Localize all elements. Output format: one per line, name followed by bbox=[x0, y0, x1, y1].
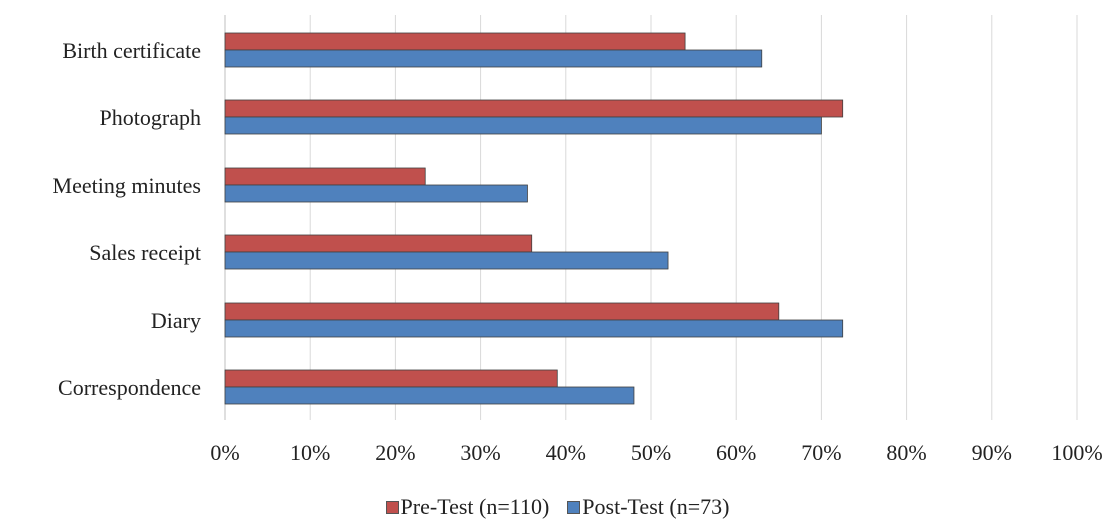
category-label: Meeting minutes bbox=[53, 173, 201, 198]
bars bbox=[224, 32, 844, 405]
bar-post-test bbox=[224, 319, 844, 338]
x-tick-label: 0% bbox=[210, 440, 239, 465]
x-tick-label: 100% bbox=[1051, 440, 1102, 465]
bar-post-test bbox=[224, 386, 635, 405]
x-tick-label: 60% bbox=[716, 440, 756, 465]
legend-swatch-post bbox=[567, 500, 581, 514]
x-tick-labels: 0% 10% 20% 30% 40% 50% 60% 70% 80% 90% 100% bbox=[210, 440, 1102, 465]
category-label: Correspondence bbox=[58, 375, 201, 400]
category-label: Photograph bbox=[100, 105, 201, 130]
gridlines bbox=[224, 15, 1078, 420]
x-tick-label: 30% bbox=[460, 440, 500, 465]
x-tick-label: 40% bbox=[546, 440, 586, 465]
bar-pre-test bbox=[224, 99, 844, 118]
bar-post-test bbox=[224, 116, 822, 135]
bar-post-test bbox=[224, 49, 763, 68]
bar-pre-test bbox=[224, 167, 426, 186]
legend-swatch-pre bbox=[385, 500, 399, 514]
x-tick-label: 70% bbox=[801, 440, 841, 465]
bar-post-test bbox=[224, 184, 528, 203]
category-label: Sales receipt bbox=[89, 240, 201, 265]
x-tick-label: 20% bbox=[375, 440, 415, 465]
legend-item-pre: Pre-Test (n=110) bbox=[385, 494, 550, 520]
bar-pre-test bbox=[224, 302, 780, 321]
category-label: Diary bbox=[151, 308, 201, 333]
category-label: Birth certificate bbox=[62, 38, 201, 63]
legend-label-post: Post-Test (n=73) bbox=[582, 494, 730, 519]
legend-label-pre: Pre-Test (n=110) bbox=[400, 494, 550, 519]
x-tick-label: 10% bbox=[290, 440, 330, 465]
category-labels: Birth certificate Photograph Meeting minut… bbox=[53, 38, 201, 400]
x-tick-label: 90% bbox=[972, 440, 1012, 465]
bar-post-test bbox=[224, 251, 669, 270]
x-tick-label: 50% bbox=[631, 440, 671, 465]
x-tick-label: 80% bbox=[886, 440, 926, 465]
bar-pre-test bbox=[224, 369, 558, 388]
bar-pre-test bbox=[224, 32, 686, 51]
legend-item-post: Post-Test (n=73) bbox=[567, 494, 729, 520]
legend: Pre-Test (n=110) Post-Test (n=73) bbox=[0, 494, 1115, 520]
bar-pre-test bbox=[224, 234, 533, 253]
